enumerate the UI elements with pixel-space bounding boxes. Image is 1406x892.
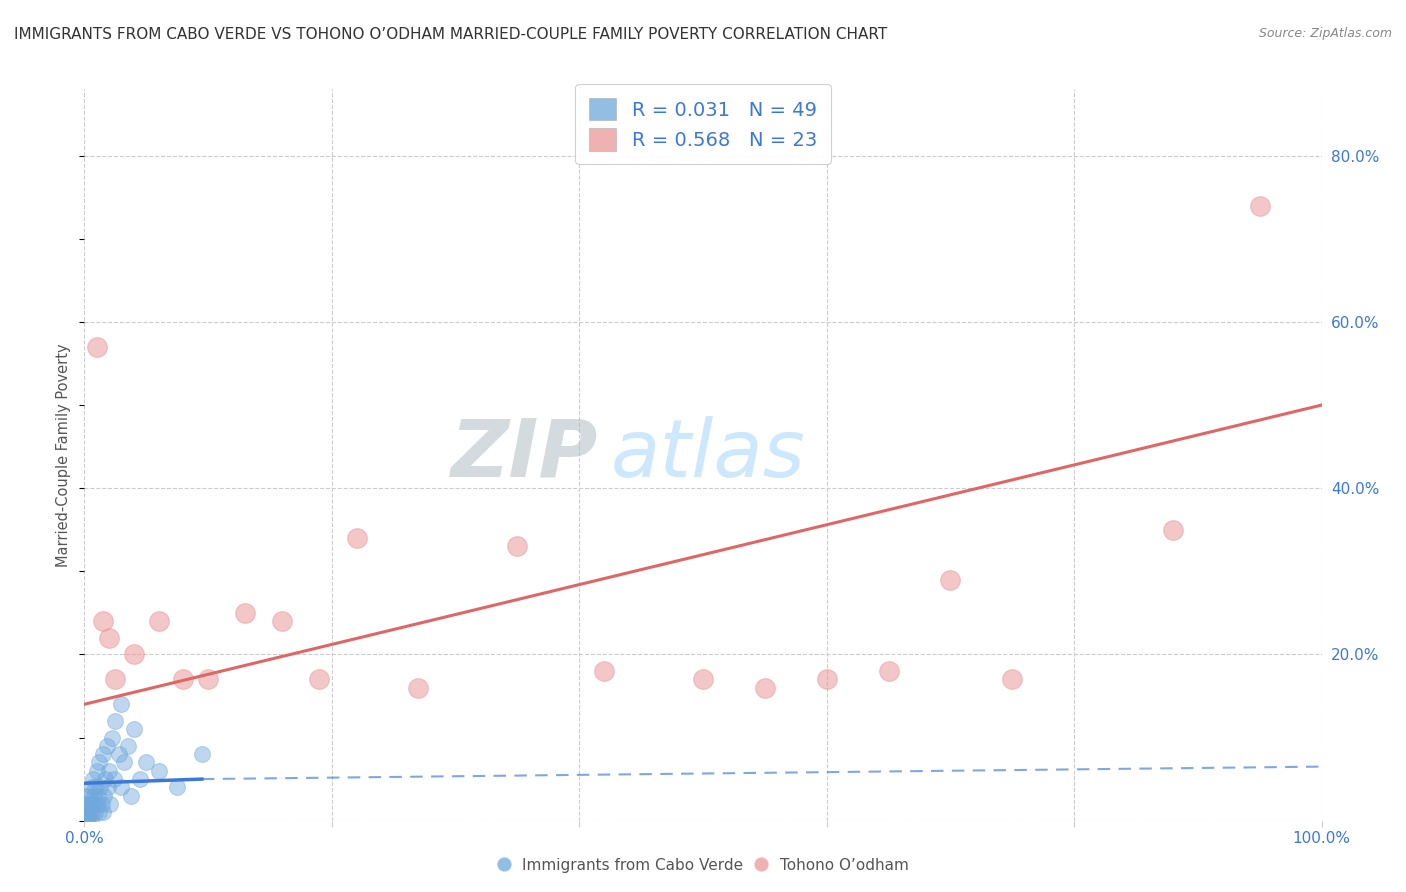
Point xyxy=(80,780,103,795)
Point xyxy=(91,747,114,761)
Point xyxy=(76,814,98,828)
Point xyxy=(75,805,97,820)
Point xyxy=(122,648,145,662)
Point xyxy=(98,764,121,778)
Point xyxy=(148,764,170,778)
Point xyxy=(98,797,121,811)
Text: ZIP: ZIP xyxy=(450,416,598,494)
Point xyxy=(172,673,194,687)
Point xyxy=(75,814,97,828)
Point xyxy=(148,614,170,628)
Point xyxy=(87,789,110,803)
Text: IMMIGRANTS FROM CABO VERDE VS TOHONO O’ODHAM MARRIED-COUPLE FAMILY POVERTY CORRE: IMMIGRANTS FROM CABO VERDE VS TOHONO O’O… xyxy=(14,27,887,42)
Point xyxy=(93,789,115,803)
Point xyxy=(100,731,122,745)
Point xyxy=(75,797,97,811)
Point xyxy=(191,747,214,761)
Point xyxy=(98,631,121,645)
Point xyxy=(135,756,157,770)
Point xyxy=(86,764,108,778)
Point xyxy=(408,681,430,695)
Point xyxy=(80,805,103,820)
Point xyxy=(233,606,256,620)
Point xyxy=(692,673,714,687)
Point xyxy=(89,756,111,770)
Point xyxy=(108,747,131,761)
Point xyxy=(117,739,139,753)
Point xyxy=(91,805,114,820)
Point xyxy=(82,797,104,811)
Text: atlas: atlas xyxy=(610,416,806,494)
Text: Source: ZipAtlas.com: Source: ZipAtlas.com xyxy=(1258,27,1392,40)
Point xyxy=(89,780,111,795)
Point xyxy=(1161,523,1184,537)
Point xyxy=(89,805,111,820)
Point xyxy=(346,531,368,545)
Point xyxy=(94,772,117,786)
Point xyxy=(877,664,900,678)
Point xyxy=(593,664,616,678)
Point xyxy=(197,673,219,687)
Point xyxy=(86,797,108,811)
Legend: Immigrants from Cabo Verde, Tohono O’odham: Immigrants from Cabo Verde, Tohono O’odh… xyxy=(491,852,915,879)
Point xyxy=(84,805,107,820)
Point xyxy=(166,780,188,795)
Point xyxy=(308,673,330,687)
Point xyxy=(82,772,104,786)
Point xyxy=(122,723,145,737)
Point xyxy=(79,789,101,803)
Point xyxy=(506,539,529,553)
Point xyxy=(103,772,125,786)
Point xyxy=(84,780,107,795)
Point xyxy=(76,789,98,803)
Point xyxy=(77,797,100,811)
Point xyxy=(110,698,132,712)
Point xyxy=(91,614,114,628)
Y-axis label: Married-Couple Family Poverty: Married-Couple Family Poverty xyxy=(56,343,72,566)
Point xyxy=(129,772,152,786)
Point xyxy=(79,805,101,820)
Point xyxy=(271,614,294,628)
Point xyxy=(1249,198,1271,212)
Point xyxy=(754,681,776,695)
Point xyxy=(939,573,962,587)
Point xyxy=(112,756,135,770)
Point xyxy=(83,789,105,803)
Point xyxy=(110,780,132,795)
Point xyxy=(120,789,142,803)
Point xyxy=(1001,673,1024,687)
Point xyxy=(77,814,100,828)
Point xyxy=(90,797,112,811)
Point xyxy=(815,673,838,687)
Point xyxy=(97,780,120,795)
Point xyxy=(104,714,127,728)
Point xyxy=(104,673,127,687)
Point xyxy=(79,797,101,811)
Point xyxy=(76,805,98,820)
Point xyxy=(79,814,101,828)
Point xyxy=(86,340,108,354)
Point xyxy=(96,739,118,753)
